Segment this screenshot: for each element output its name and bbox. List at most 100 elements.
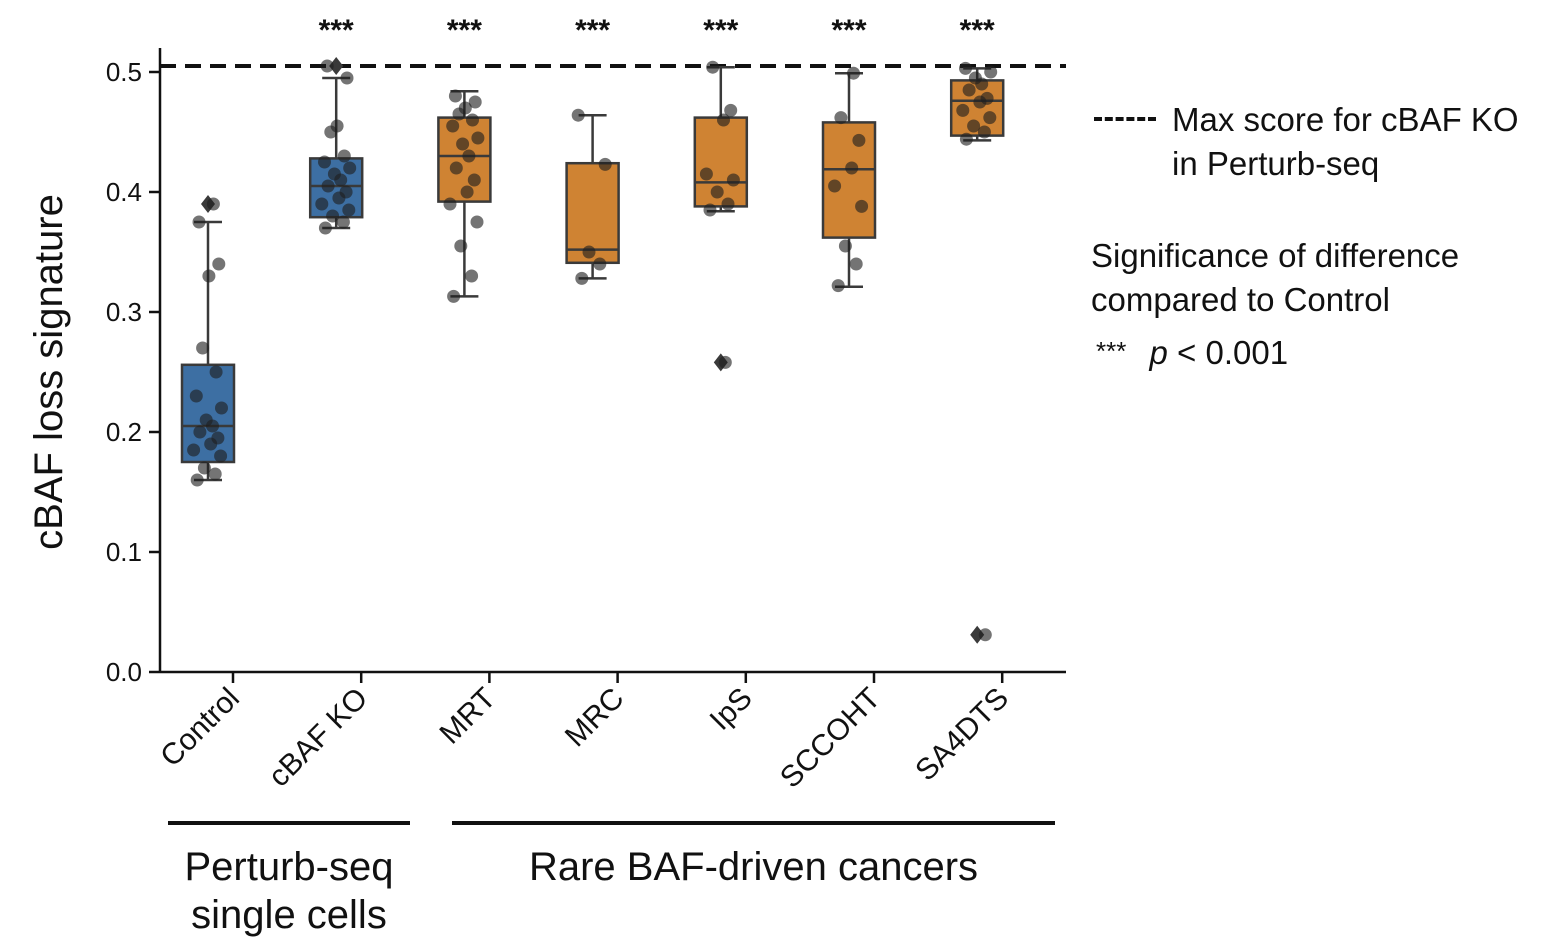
data-point [571, 108, 585, 122]
x-tick-label: SA4DTS [909, 682, 1015, 788]
data-point [717, 113, 730, 127]
data-point [462, 149, 476, 163]
data-point [190, 473, 204, 487]
data-point [467, 173, 481, 187]
data-point [831, 279, 845, 293]
data-point [320, 59, 334, 73]
significance-stars: *** [575, 14, 610, 47]
y-tick-label: 0.2 [106, 417, 142, 447]
data-point [199, 413, 213, 427]
data-point [197, 461, 211, 475]
data-point [983, 111, 997, 125]
data-point [315, 197, 329, 211]
y-tick-label: 0.3 [106, 297, 142, 327]
y-tick-label: 0.4 [106, 177, 142, 207]
x-tick-label: MRT [433, 682, 502, 751]
data-point [849, 257, 863, 271]
legend-p-threshold: < 0.001 [1167, 334, 1289, 371]
iqr-box [821, 121, 877, 239]
data-point [962, 83, 976, 97]
box-control [180, 195, 236, 487]
data-point [703, 203, 717, 217]
data-point [443, 197, 457, 211]
data-point [196, 341, 210, 355]
data-point [448, 89, 462, 103]
legend-significance-title-line1: Significance of difference [1091, 237, 1460, 274]
data-point [189, 389, 203, 403]
data-point [340, 71, 354, 85]
legend-reference-label-line1: Max score for cBAF KO [1172, 101, 1519, 138]
legend-dashed-line-swatch [1094, 117, 1156, 121]
data-point [852, 133, 866, 147]
data-point [326, 209, 340, 223]
data-point [193, 425, 207, 439]
x-tick-label: Control [154, 682, 246, 774]
data-point [215, 401, 228, 415]
data-point [834, 111, 848, 125]
data-point [454, 239, 468, 253]
data-point [978, 628, 992, 642]
group-label-perturb-seq-line2: single cells [191, 893, 387, 937]
data-point [449, 161, 463, 175]
data-point [336, 215, 350, 229]
legend-significance-threshold: *** p < 0.001 [1096, 334, 1288, 372]
data-point [343, 161, 357, 175]
data-point [471, 131, 485, 145]
data-point [330, 119, 344, 133]
data-point [214, 449, 228, 463]
data-point [342, 203, 356, 217]
x-tick-label: cBAF KO [262, 682, 374, 794]
x-tick-label: IpS [704, 682, 759, 737]
data-point [206, 197, 220, 211]
data-point [456, 137, 470, 151]
data-point [845, 161, 859, 175]
data-point [321, 179, 335, 193]
data-point [582, 245, 596, 259]
data-point [192, 215, 206, 229]
data-point [699, 167, 713, 181]
y-tick-label: 0.1 [106, 537, 142, 567]
data-point [718, 355, 732, 369]
legend-significance-title-line2: compared to Control [1091, 281, 1390, 318]
data-point [470, 215, 484, 229]
data-point [209, 365, 223, 379]
data-point [460, 185, 474, 199]
data-point [828, 179, 842, 193]
data-point [706, 60, 720, 74]
data-point [465, 269, 479, 283]
data-point [855, 199, 869, 213]
outlier-marker [329, 57, 344, 75]
significance-stars: *** [319, 14, 354, 47]
iqr-box [565, 161, 620, 265]
significance-stars: *** [447, 14, 482, 47]
data-point [446, 119, 460, 133]
data-point [593, 257, 607, 271]
y-axis-title: cBAF loss signature [27, 194, 71, 550]
data-point [212, 257, 226, 271]
data-point [466, 113, 479, 127]
data-point [726, 173, 740, 187]
data-point [211, 431, 225, 445]
data-point [339, 185, 353, 199]
box-ips: *** [693, 14, 749, 372]
data-point [984, 65, 998, 79]
data-point [337, 149, 351, 163]
significance-stars: *** [960, 14, 995, 47]
data-point [598, 157, 612, 171]
data-point [967, 119, 981, 133]
y-tick-label: 0.0 [106, 657, 142, 687]
significance-stars: *** [831, 14, 866, 47]
data-point [847, 66, 860, 80]
data-point [959, 61, 972, 75]
data-point [575, 271, 589, 285]
x-tick-label: MRC [559, 682, 631, 754]
data-point [318, 155, 331, 169]
data-point [724, 103, 738, 117]
group-label-perturb-seq: Perturb-seq [185, 845, 394, 889]
data-point [447, 289, 461, 303]
box-mrt: *** [437, 14, 492, 303]
data-point [710, 185, 724, 199]
data-point [208, 467, 222, 481]
data-point [458, 101, 472, 115]
